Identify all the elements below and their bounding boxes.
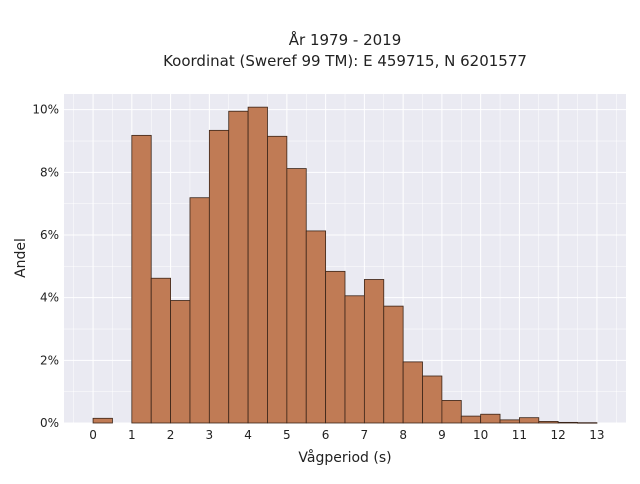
histogram-bar — [305, 230, 327, 424]
chart-subtitle: Koordinat (Sweref 99 TM): E 459715, N 62… — [163, 52, 527, 70]
y-tick-label: 4% — [40, 291, 59, 305]
x-tick-label: 10 — [473, 428, 488, 442]
y-axis-label: Andel — [13, 238, 29, 278]
x-tick-label: 5 — [283, 428, 291, 442]
histogram-bar — [538, 421, 559, 424]
histogram-bar — [92, 417, 113, 424]
histogram-bar — [344, 295, 365, 424]
x-tick-label: 2 — [167, 428, 175, 442]
histogram-bar — [383, 305, 404, 424]
x-tick-label: 13 — [589, 428, 604, 442]
chart-title: År 1979 - 2019 — [289, 30, 402, 49]
x-tick-label: 8 — [399, 428, 407, 442]
x-tick-label: 12 — [551, 428, 566, 442]
x-tick-label: 9 — [438, 428, 446, 442]
histogram-bar — [441, 400, 462, 424]
x-tick-label: 0 — [89, 428, 97, 442]
y-tick-label: 10% — [32, 103, 59, 117]
histogram-bar — [422, 375, 443, 424]
y-tick-label: 6% — [40, 228, 59, 242]
histogram-bar — [499, 419, 520, 424]
histogram-bar — [402, 361, 423, 424]
x-tick-label: 6 — [322, 428, 330, 442]
x-tick-label: 1 — [128, 428, 136, 442]
histogram-bar — [208, 129, 230, 424]
y-tick-label: 2% — [40, 353, 59, 367]
histogram-bar — [170, 300, 191, 424]
histogram-bars — [92, 106, 598, 424]
y-tick-label: 8% — [40, 165, 59, 179]
histogram-bar — [480, 413, 501, 424]
x-tick-label: 3 — [206, 428, 214, 442]
y-tick-label: 0% — [40, 416, 59, 430]
y-tick-labels: 0% 2% 4% 6% 8% 10% — [32, 103, 59, 430]
x-tick-label: 11 — [512, 428, 527, 442]
histogram-bar — [131, 134, 152, 424]
histogram-bar — [519, 417, 540, 424]
histogram-bar — [460, 415, 482, 424]
histogram-bar — [189, 197, 210, 424]
x-axis-label: Vågperiod (s) — [298, 449, 391, 466]
histogram-bar — [363, 279, 385, 424]
histogram-bar — [577, 422, 598, 424]
histogram-bar — [228, 110, 249, 424]
histogram-bar — [150, 277, 171, 424]
histogram-bar — [325, 270, 346, 424]
histogram-bar — [247, 106, 268, 424]
histogram-bar — [286, 168, 307, 424]
x-tick-labels: 0 1 2 3 4 5 6 7 8 9 10 11 12 13 — [89, 428, 604, 442]
x-tick-label: 7 — [361, 428, 369, 442]
x-tick-label: 4 — [244, 428, 252, 442]
histogram-bar — [557, 421, 578, 424]
histogram-bar — [267, 135, 288, 424]
